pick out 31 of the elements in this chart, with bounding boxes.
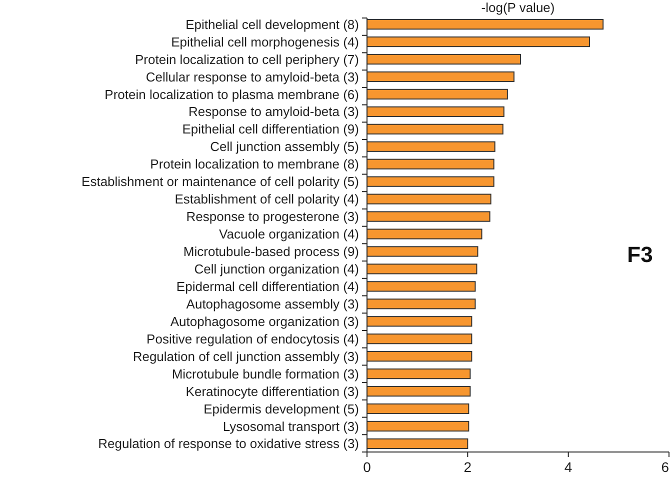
y-tick-label: Response to progesterone (3)	[186, 209, 359, 224]
y-tick-label: Cell junction assembly (5)	[210, 139, 359, 154]
y-tick-label: Protein localization to cell periphery (7)	[135, 52, 359, 67]
y-tick-label: Cellular response to amyloid-beta (3)	[146, 69, 359, 84]
x-tick-label: 4	[564, 459, 572, 475]
y-tick-label: Epithelial cell morphogenesis (4)	[171, 34, 359, 50]
y-tick-label: Cell junction organization (4)	[194, 262, 359, 276]
y-tick-label: Establishment or maintenance of cell polarity (5)	[82, 174, 359, 190]
x-tick-label: 2	[464, 459, 472, 475]
y-tick-label: Positive regulation of endocytosis (4)	[146, 331, 359, 346]
annotation: F3	[627, 242, 653, 267]
y-tick-label: Protein localization to plasma membrane (6)	[104, 86, 359, 102]
y-tick-label: Vacuole organization (4)	[219, 226, 359, 242]
y-tick-label: Microtubule bundle formation (3)	[172, 366, 359, 382]
y-tick-label: Lysosomal transport (3)	[222, 418, 359, 434]
y-tick-label: Epithelial cell development (8)	[186, 16, 359, 32]
y-tick-label: Keratinocyte differentiation (3)	[186, 384, 359, 399]
y-tick-label: Epithelial cell differentiation (9)	[182, 122, 359, 137]
y-tick-label: Microtubule-based process (9)	[183, 244, 359, 260]
y-tick-label: Epidermis development (5)	[204, 401, 359, 416]
y-tick-label: Establishment of cell polarity (4)	[174, 192, 359, 207]
x-tick-label: 6	[661, 459, 670, 475]
x-tick-label: 0	[363, 459, 372, 475]
y-tick-label: Protein localization to membrane (8)	[150, 156, 359, 172]
y-tick-label: Autophagosome organization (3)	[170, 314, 359, 329]
y-tick-label: Epidermal cell differentiation (4)	[176, 278, 359, 294]
y-tick-label: Autophagosome assembly (3)	[186, 296, 359, 312]
y-tick-label: Regulation of cell junction assembly (3)	[132, 348, 359, 364]
chart-title: -log(P value)	[481, 0, 555, 15]
y-tick-label: Response to amyloid-beta (3)	[188, 104, 359, 120]
y-tick-label: Regulation of response to oxidative stress (3)	[98, 436, 359, 452]
